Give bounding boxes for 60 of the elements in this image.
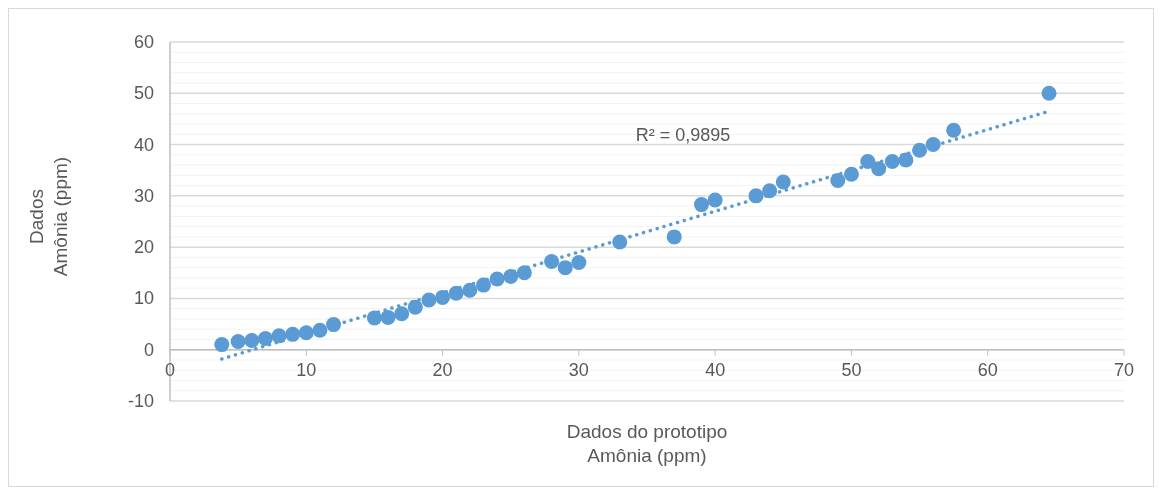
point: [516, 265, 532, 281]
point: [884, 154, 900, 169]
y-tick-label: 40: [133, 134, 154, 155]
point: [946, 122, 962, 138]
point: [394, 306, 410, 322]
point: [407, 299, 423, 315]
y-axis-title: Dados Amônia (ppm): [26, 156, 71, 277]
point: [503, 268, 519, 284]
point: [843, 166, 859, 182]
annotation: R² = 0,9895: [635, 125, 731, 145]
x-axis-title: Dados do prototipo Amônia (ppm): [566, 421, 728, 466]
point: [830, 172, 846, 188]
y-tick-label: 0: [143, 339, 154, 360]
point: [421, 292, 437, 308]
point: [666, 229, 682, 245]
point: [557, 260, 573, 276]
point: [448, 285, 464, 301]
y-tick-label: 60: [133, 32, 154, 52]
point: [435, 289, 451, 305]
point: [925, 137, 941, 153]
point: [871, 161, 887, 177]
point: [380, 309, 396, 325]
point: [312, 322, 328, 338]
point: [898, 152, 914, 168]
point: [244, 332, 260, 348]
point: [762, 183, 778, 199]
point: [214, 337, 230, 353]
point: [707, 192, 723, 208]
point: [475, 277, 491, 293]
y-tick-label: 20: [133, 237, 154, 258]
point: [489, 271, 505, 287]
point: [285, 326, 301, 342]
point: [860, 154, 876, 169]
x-tick-label: 60: [977, 359, 998, 380]
point: [571, 255, 587, 271]
point: [230, 334, 246, 350]
x-tick-label: 30: [568, 359, 589, 380]
point: [257, 330, 273, 346]
point: [298, 325, 314, 341]
point: [1041, 85, 1057, 101]
x-tick-label: 10: [296, 359, 317, 380]
y-tick-label: 10: [133, 288, 154, 309]
point: [612, 234, 628, 250]
point: [775, 174, 791, 190]
point: [912, 142, 928, 158]
point: [748, 188, 764, 204]
point: [366, 310, 382, 326]
y-tick-label: 30: [133, 185, 154, 206]
y-tick-label: -10: [127, 391, 154, 411]
x-tick-label: 70: [1113, 359, 1135, 380]
x-tick-label: 50: [841, 359, 862, 380]
point: [694, 197, 710, 213]
point: [326, 317, 342, 333]
x-tick-label: 20: [432, 359, 453, 380]
x-tick-label: 0: [164, 359, 176, 380]
x-tick-label: 40: [705, 359, 726, 380]
y-tick-label: 50: [133, 83, 154, 104]
point: [544, 254, 560, 269]
point: [462, 282, 478, 298]
point: [271, 328, 287, 344]
